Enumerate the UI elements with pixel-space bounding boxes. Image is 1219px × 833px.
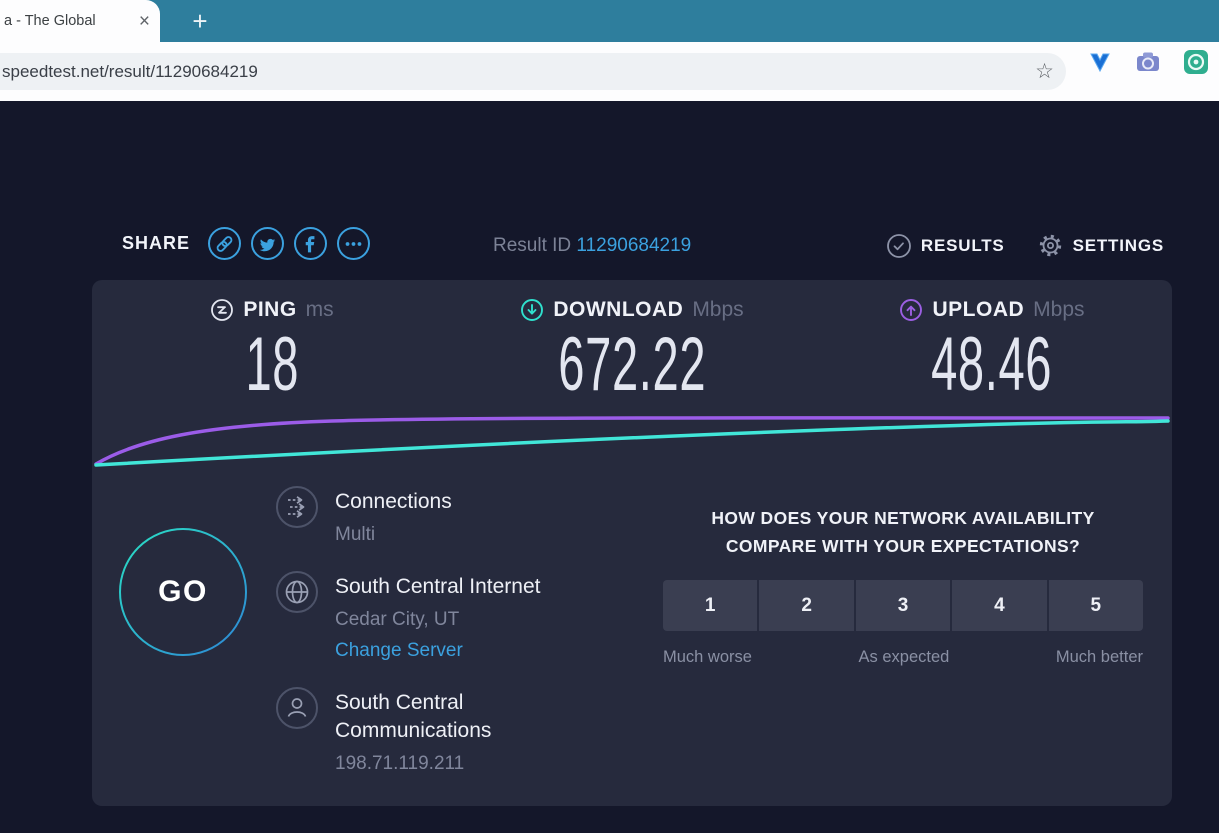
gear-icon [1037,232,1064,259]
share-more-icon[interactable] [337,227,371,260]
share-twitter-icon[interactable] [251,227,285,260]
browser-tab-bar: a - The Global × + [0,0,1219,42]
upload-metric: UPLOAD Mbps 48.46 [812,296,1172,407]
results-check-icon [886,233,912,259]
screenshot-camera-extension-icon[interactable] [1133,47,1163,77]
server-name: South Central Internet [335,575,541,598]
connections-icon [275,485,319,529]
user-icon [275,686,319,730]
new-tab-button[interactable]: + [192,5,208,36]
connection-info: Connections Multi South Central Internet… [275,485,605,799]
rating-question-line2: COMPARE WITH YOUR EXPECTATIONS? [725,536,1081,556]
vpn-gem-extension-icon[interactable] [1085,47,1115,77]
connections-title: Connections [335,490,452,513]
recorder-extension-icon[interactable] [1181,47,1211,77]
bookmark-star-icon[interactable]: ☆ [1035,60,1054,83]
result-id-label: Result ID [493,235,572,256]
url-text: speedtest.net/result/11290684219 [2,61,258,81]
speed-graph [92,412,1172,474]
address-bar[interactable]: speedtest.net/result/11290684219 ☆ [0,53,1066,90]
share-facebook-icon[interactable] [294,227,328,260]
ping-metric: PING ms 18 [92,296,452,407]
browser-toolbar: speedtest.net/result/11290684219 ☆ [0,42,1219,101]
rating-label-low: Much worse [663,648,752,666]
metrics-row: PING ms 18 DOWNLOAD Mbps 672.22 [92,296,1172,407]
browser-tab[interactable]: a - The Global × [0,0,160,42]
go-button[interactable]: GO [118,527,248,657]
tab-close-icon[interactable]: × [138,10,150,32]
rating-question-line1: HOW DOES YOUR NETWORK AVAILABILITY [711,508,1095,528]
isp-name: South Central Communications [335,691,492,742]
extension-icons [1085,47,1211,77]
globe-icon [275,570,319,614]
download-value: 672.22 [558,322,706,407]
connections-item: Connections Multi [275,485,605,546]
upload-value: 48.46 [931,322,1053,407]
rating-label-high: Much better [1055,648,1143,666]
isp-ip-address: 198.71.119.211 [335,753,465,774]
isp-item: South Central Communications 198.71.119.… [275,686,605,775]
settings-label: SETTINGS [1072,235,1164,255]
connections-value: Multi [335,524,376,545]
upload-arrow-icon [899,298,923,322]
ping-label: PING [243,298,297,321]
download-label: DOWNLOAD [553,298,684,321]
download-unit: Mbps [692,298,744,321]
upload-unit: Mbps [1033,298,1085,321]
download-graph-line [94,419,1170,467]
share-label: SHARE [122,233,191,253]
rating-scale-labels: Much worse As expected Much better [663,648,1143,667]
go-label: GO [158,575,208,608]
result-id-value-link[interactable]: 11290684219 [576,235,692,256]
result-id: Result ID 11290684219 [493,235,691,257]
rating-option-3[interactable]: 3 [855,580,951,631]
settings-button[interactable]: SETTINGS [1037,232,1164,259]
rating-scale: 1 2 3 4 5 [663,580,1144,631]
header-buttons: RESULTS SETTINGS [886,232,1164,259]
results-button[interactable]: RESULTS [886,233,1005,259]
results-label: RESULTS [920,235,1005,255]
upload-graph-line [94,416,1170,466]
rating-option-2[interactable]: 2 [759,580,854,631]
ping-unit: ms [305,298,334,321]
change-server-link[interactable]: Change Server [335,640,463,661]
rating-option-4[interactable]: 4 [952,580,1047,631]
share-group: SHARE [122,227,371,260]
download-metric: DOWNLOAD Mbps 672.22 [452,296,812,407]
ping-value: 18 [245,322,299,407]
ping-gauge-icon [210,298,234,322]
share-link-icon[interactable] [208,227,242,260]
server-location: Cedar City, UT [335,609,460,630]
result-card: PING ms 18 DOWNLOAD Mbps 672.22 [92,280,1172,806]
rating-option-1[interactable]: 1 [663,580,758,631]
rating-label-mid: As expected [858,648,950,666]
rating-section: HOW DOES YOUR NETWORK AVAILABILITY COMPA… [663,504,1144,667]
tab-title: a - The Global [4,13,96,29]
rating-option-5[interactable]: 5 [1048,580,1144,631]
download-arrow-icon [520,298,544,322]
server-item: South Central Internet Cedar City, UT Ch… [275,570,605,662]
upload-label: UPLOAD [932,298,1025,321]
speedtest-result-page: SHARE Result ID 11290684219 RE [0,101,1219,833]
